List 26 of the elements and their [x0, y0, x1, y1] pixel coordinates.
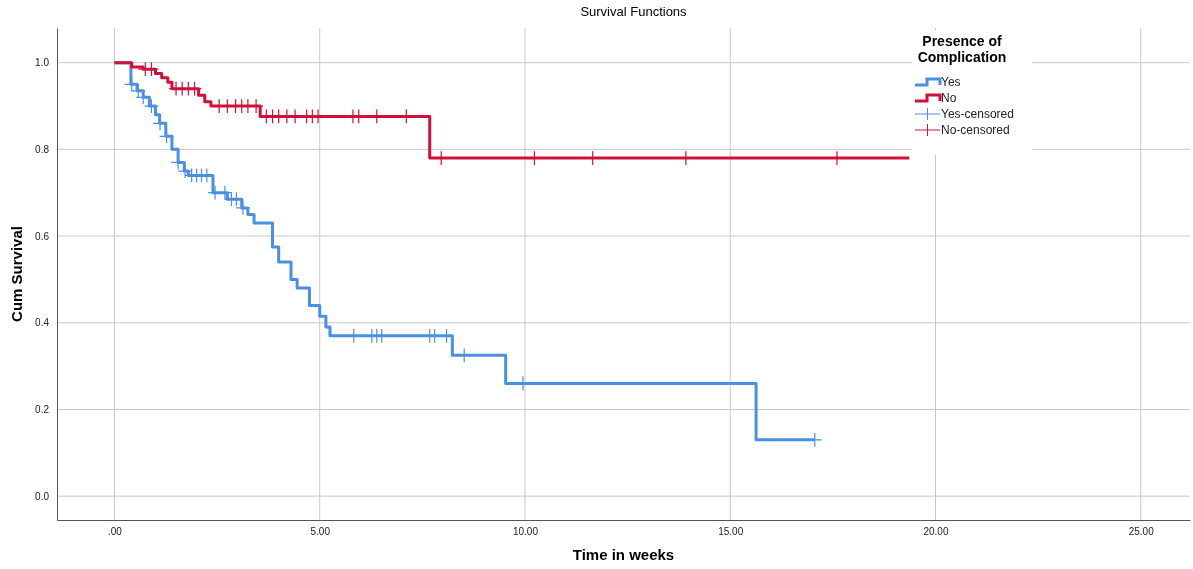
y-tick-label: 0.0: [35, 490, 50, 502]
y-tick-label: 1.0: [35, 57, 50, 69]
legend-label: Yes-censored: [941, 107, 1014, 121]
x-tick-label: 20.00: [923, 526, 949, 538]
point: [159, 128, 175, 144]
point: [124, 76, 140, 92]
point: [235, 200, 251, 216]
x-tick-label: 25.00: [1128, 526, 1155, 538]
y-tick-label: 0.4: [35, 317, 50, 329]
point: [130, 83, 146, 99]
x-tick-label: 10.00: [512, 526, 539, 538]
legend-label: No-censored: [941, 123, 1010, 137]
y-tick-label: 0.8: [35, 144, 50, 156]
y-tick-label: 0.6: [35, 230, 50, 242]
point: [177, 163, 193, 179]
legend-label: Yes: [941, 75, 961, 89]
x-tick-label: 15.00: [718, 526, 744, 538]
y-tick-label: 0.2: [35, 404, 50, 416]
x-axis-title: Time in weeks: [572, 546, 675, 563]
legend-title: Presence of Complication: [917, 33, 1007, 65]
point: [143, 98, 159, 114]
legend-label: No: [941, 91, 957, 105]
x-tick-label: 5.00: [310, 526, 331, 538]
y-axis-title: Cum Survival: [8, 226, 25, 322]
x-tick-label: .00: [108, 526, 123, 538]
chart-title: Survival Functions: [580, 4, 688, 19]
